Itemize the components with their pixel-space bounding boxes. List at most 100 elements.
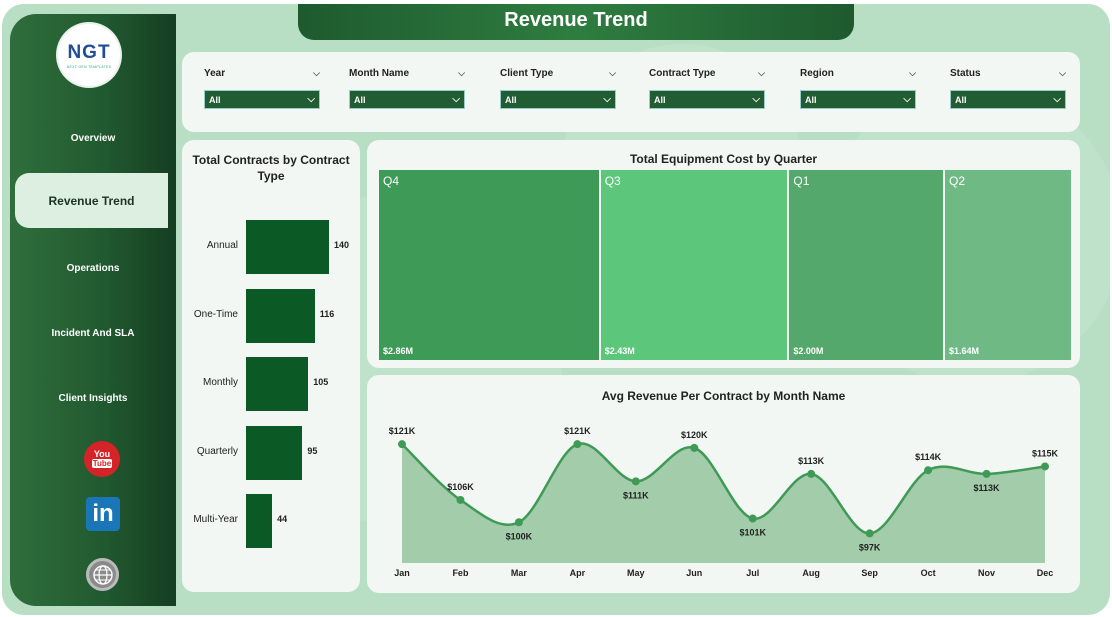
tile-value-label: $2.86M — [383, 346, 414, 356]
bar-category-label: Multi-Year — [193, 514, 238, 525]
data-point[interactable] — [573, 440, 582, 449]
filter-label: Region — [800, 67, 834, 79]
treemap-tile[interactable]: Q1 $2.00M — [789, 170, 943, 360]
chart-title: Total Equipment Cost by Quarter — [629, 152, 818, 166]
chevron-down-icon: ⌵ — [903, 94, 911, 105]
data-point[interactable] — [456, 495, 465, 504]
x-tick-label: Jan — [394, 568, 410, 578]
x-tick-label: Jun — [686, 568, 702, 578]
data-label: $100K — [506, 531, 533, 541]
data-point[interactable] — [807, 469, 816, 478]
chevron-down-icon[interactable]: ⌵ — [758, 67, 765, 78]
dropdown-value: All — [209, 94, 221, 105]
data-point[interactable] — [748, 514, 757, 523]
bar-row: Monthly 105 — [182, 357, 360, 411]
bar-row: Multi-Year 44 — [182, 494, 360, 548]
filter-label: Month Name — [349, 67, 409, 79]
year-dropdown[interactable]: All ⌵ — [204, 90, 320, 109]
filter-panel: Year ⌵ All ⌵ Month Name ⌵ All ⌵ Client Type ⌵… — [182, 52, 1080, 132]
filter-label: Client Type — [500, 67, 554, 79]
dropdown-value: All — [505, 94, 517, 105]
sidebar-item-overview[interactable]: Overview — [70, 133, 116, 144]
chevron-down-icon: ⌵ — [452, 94, 460, 105]
dropdown-value: All — [805, 94, 817, 105]
data-point[interactable] — [398, 440, 406, 449]
dropdown-value: All — [955, 94, 967, 105]
filter-contract-type: Contract Type ⌵ All ⌵ — [649, 66, 765, 109]
data-point[interactable] — [982, 469, 991, 478]
data-label: $113K — [798, 456, 825, 466]
region-dropdown[interactable]: All ⌵ — [800, 90, 916, 109]
data-label: $121K — [564, 426, 591, 436]
globe-icon[interactable] — [86, 558, 119, 591]
bar[interactable] — [246, 494, 273, 548]
chevron-down-icon[interactable]: ⌵ — [609, 67, 616, 78]
bar-value-label: 44 — [277, 514, 288, 524]
chevron-down-icon[interactable]: ⌵ — [909, 67, 916, 78]
bar[interactable] — [246, 357, 309, 411]
sidebar-item-operations[interactable]: Operations — [66, 263, 120, 274]
sidebar-item-client-insights[interactable]: Client Insights — [58, 393, 128, 404]
linkedin-icon[interactable]: in — [86, 497, 120, 531]
sidebar: NGT NEXT GEN TEMPLATES Overview Revenue … — [10, 14, 176, 606]
bar-value-label: 116 — [319, 308, 335, 319]
chevron-down-icon[interactable]: ⌵ — [313, 67, 320, 78]
filter-status: Status ⌵ All ⌵ — [950, 66, 1066, 109]
month-name-dropdown[interactable]: All ⌵ — [349, 90, 465, 109]
bar-category-label: One-Time — [193, 308, 238, 320]
data-label: $121K — [389, 426, 416, 436]
tile-value-label: $1.64M — [949, 346, 980, 356]
bar-category-label: Annual — [206, 240, 238, 251]
bar-row: Annual 140 — [182, 220, 360, 274]
bar[interactable] — [246, 425, 303, 480]
data-point[interactable] — [690, 443, 699, 452]
data-point[interactable] — [865, 529, 874, 538]
sidebar-item-label: Revenue Trend — [48, 193, 135, 208]
chevron-down-icon[interactable]: ⌵ — [458, 67, 465, 78]
bar-row: One-Time 116 — [182, 288, 360, 343]
youtube-text: Tube — [91, 459, 113, 468]
filter-month-name: Month Name ⌵ All ⌵ — [349, 66, 465, 109]
x-tick-label: Apr — [570, 568, 586, 578]
youtube-text: You — [93, 449, 111, 459]
equipment-cost-panel: Total Equipment Cost by Quarter Q4 $2.86M… — [367, 140, 1080, 368]
data-point[interactable] — [514, 518, 523, 527]
client-type-dropdown[interactable]: All ⌵ — [500, 90, 616, 109]
data-label: $97K — [859, 542, 881, 552]
bar-category-label: Quarterly — [196, 445, 238, 457]
sidebar-item-incident-and-sla[interactable]: Incident And SLA — [51, 328, 135, 339]
bar[interactable] — [246, 288, 315, 343]
bar[interactable] — [246, 220, 329, 274]
x-tick-label: Aug — [802, 568, 820, 578]
youtube-icon[interactable]: You Tube — [84, 441, 120, 477]
x-tick-label: Feb — [452, 568, 469, 578]
x-tick-label: May — [627, 568, 645, 578]
area-fill — [402, 443, 1045, 563]
chevron-down-icon: ⌵ — [307, 94, 315, 105]
dashboard-canvas: NGT NEXT GEN TEMPLATES Overview Revenue … — [2, 4, 1110, 615]
chevron-down-icon[interactable]: ⌵ — [1059, 67, 1066, 78]
treemap-tile[interactable]: Q2 $1.64M — [945, 170, 1071, 360]
chevron-down-icon: ⌵ — [603, 94, 611, 105]
x-tick-label: Oct — [921, 568, 936, 578]
treemap-tile[interactable]: Q3 $2.43M — [600, 170, 788, 360]
data-point[interactable] — [1041, 462, 1049, 471]
data-label: $113K — [974, 483, 1001, 493]
data-point[interactable] — [924, 466, 933, 475]
status-dropdown[interactable]: All ⌵ — [950, 90, 1066, 109]
x-tick-label: Mar — [511, 568, 528, 578]
x-tick-label: Jul — [746, 568, 759, 578]
tile-category-label: Q3 — [604, 174, 621, 188]
contract-type-dropdown[interactable]: All ⌵ — [649, 90, 765, 109]
dropdown-value: All — [654, 94, 666, 105]
logo-text: NGT — [67, 41, 111, 63]
ngt-logo[interactable]: NGT NEXT GEN TEMPLATES — [58, 24, 120, 86]
filter-client-type: Client Type ⌵ All ⌵ — [500, 66, 616, 109]
treemap-tile[interactable]: Q4 $2.86M — [379, 170, 599, 360]
data-point[interactable] — [631, 477, 640, 486]
sidebar-item-revenue-trend[interactable]: Revenue Trend — [15, 173, 168, 228]
bar-value-label: 105 — [313, 377, 329, 387]
data-label: $111K — [623, 490, 649, 500]
bar-category-label: Monthly — [202, 377, 238, 388]
contracts-by-type-panel: Total Contracts by Contract Type Annual 1… — [182, 140, 360, 592]
